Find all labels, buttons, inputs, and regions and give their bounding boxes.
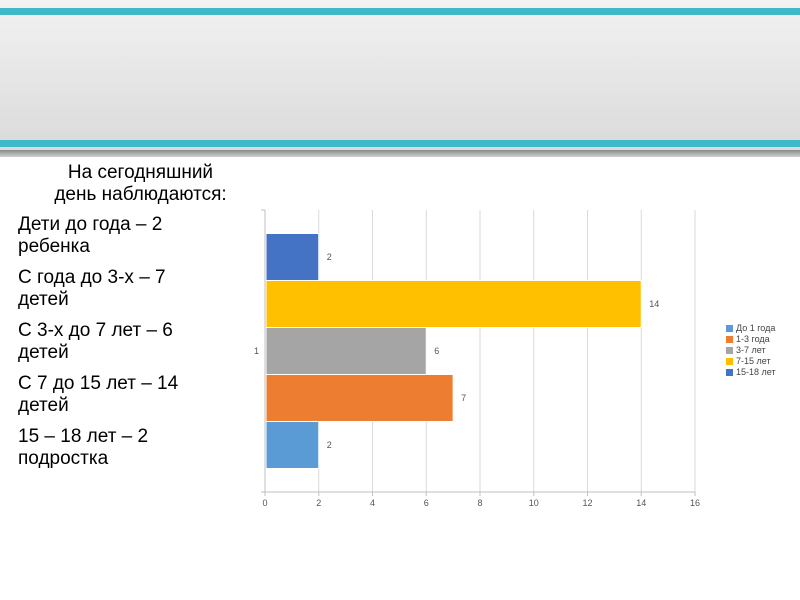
bar — [265, 280, 642, 328]
list-item: Дети до года – 2 ребенка — [18, 214, 253, 258]
list-item-line-1: С года до 3-х – 7 — [18, 267, 166, 288]
text-panel: На сегодняшний день наблюдаются: Дети до… — [18, 162, 253, 479]
list-item-line-2: ребенка — [18, 236, 90, 257]
data-label: 2 — [327, 440, 332, 450]
x-tick-label: 14 — [636, 498, 646, 508]
x-tick-label: 10 — [529, 498, 539, 508]
chart-legend: До 1 года 1-3 года 3-7 лет 7-15 лет 15-18 ле… — [726, 323, 776, 378]
legend-item: 7-15 лет — [726, 356, 776, 367]
legend-swatch — [726, 369, 733, 376]
legend-item: 3-7 лет — [726, 345, 776, 356]
y-category-label: 1 — [254, 346, 259, 356]
legend-swatch — [726, 358, 733, 365]
header-stripe-shadow — [0, 150, 800, 157]
list-item-line-2: детей — [18, 289, 69, 310]
list-item-line-1: 15 – 18 лет – 2 — [18, 426, 149, 447]
bar — [265, 374, 454, 422]
legend-label: 15-18 лет — [736, 367, 776, 377]
x-tick-label: 4 — [370, 498, 375, 508]
list-item: 15 – 18 лет – 2 подростка — [18, 426, 253, 470]
x-tick-label: 2 — [316, 498, 321, 508]
list-item-line-2: детей — [18, 395, 69, 416]
legend-label: 1-3 года — [736, 334, 770, 344]
list-item: С 3-х до 7 лет – 6 детей — [18, 320, 253, 364]
header-stripe-top — [0, 8, 800, 15]
legend-swatch — [726, 325, 733, 332]
list-item-line-1: С 7 до 15 лет – 14 — [18, 373, 179, 394]
data-label: 6 — [434, 346, 439, 356]
list-item: С года до 3-х – 7 детей — [18, 267, 253, 311]
list-item-line-1: С 3-х до 7 лет – 6 — [18, 320, 173, 341]
subtitle-line-1: На сегодняшний — [67, 162, 214, 183]
legend-label: 3-7 лет — [736, 345, 766, 355]
legend-item: 1-3 года — [726, 334, 776, 345]
legend-label: 7-15 лет — [736, 356, 771, 366]
bar — [265, 233, 320, 281]
bar — [265, 421, 320, 469]
bar — [265, 327, 427, 375]
data-label: 2 — [327, 252, 332, 262]
legend-item: 15-18 лет — [726, 367, 776, 378]
x-tick-label: 8 — [477, 498, 482, 508]
x-tick-label: 16 — [690, 498, 700, 508]
data-label: 7 — [461, 393, 466, 403]
subtitle-line-2: день наблюдаются: — [54, 184, 227, 205]
slide-subtitle: На сегодняшний день наблюдаются: — [18, 162, 253, 206]
data-label: 14 — [649, 299, 659, 309]
x-tick-label: 6 — [424, 498, 429, 508]
legend-label: До 1 года — [736, 323, 776, 333]
legend-item: До 1 года — [726, 323, 776, 334]
header-band — [0, 0, 800, 157]
x-tick-label: 12 — [582, 498, 592, 508]
list-item: С 7 до 15 лет – 14 детей — [18, 373, 253, 417]
legend-swatch — [726, 347, 733, 354]
list-item-line-2: детей — [18, 342, 69, 363]
list-item-line-2: подростка — [18, 448, 109, 469]
list-item-line-1: Дети до года – 2 — [18, 214, 163, 235]
header-stripe-bottom — [0, 140, 800, 147]
legend-swatch — [726, 336, 733, 343]
x-tick-label: 0 — [262, 498, 267, 508]
